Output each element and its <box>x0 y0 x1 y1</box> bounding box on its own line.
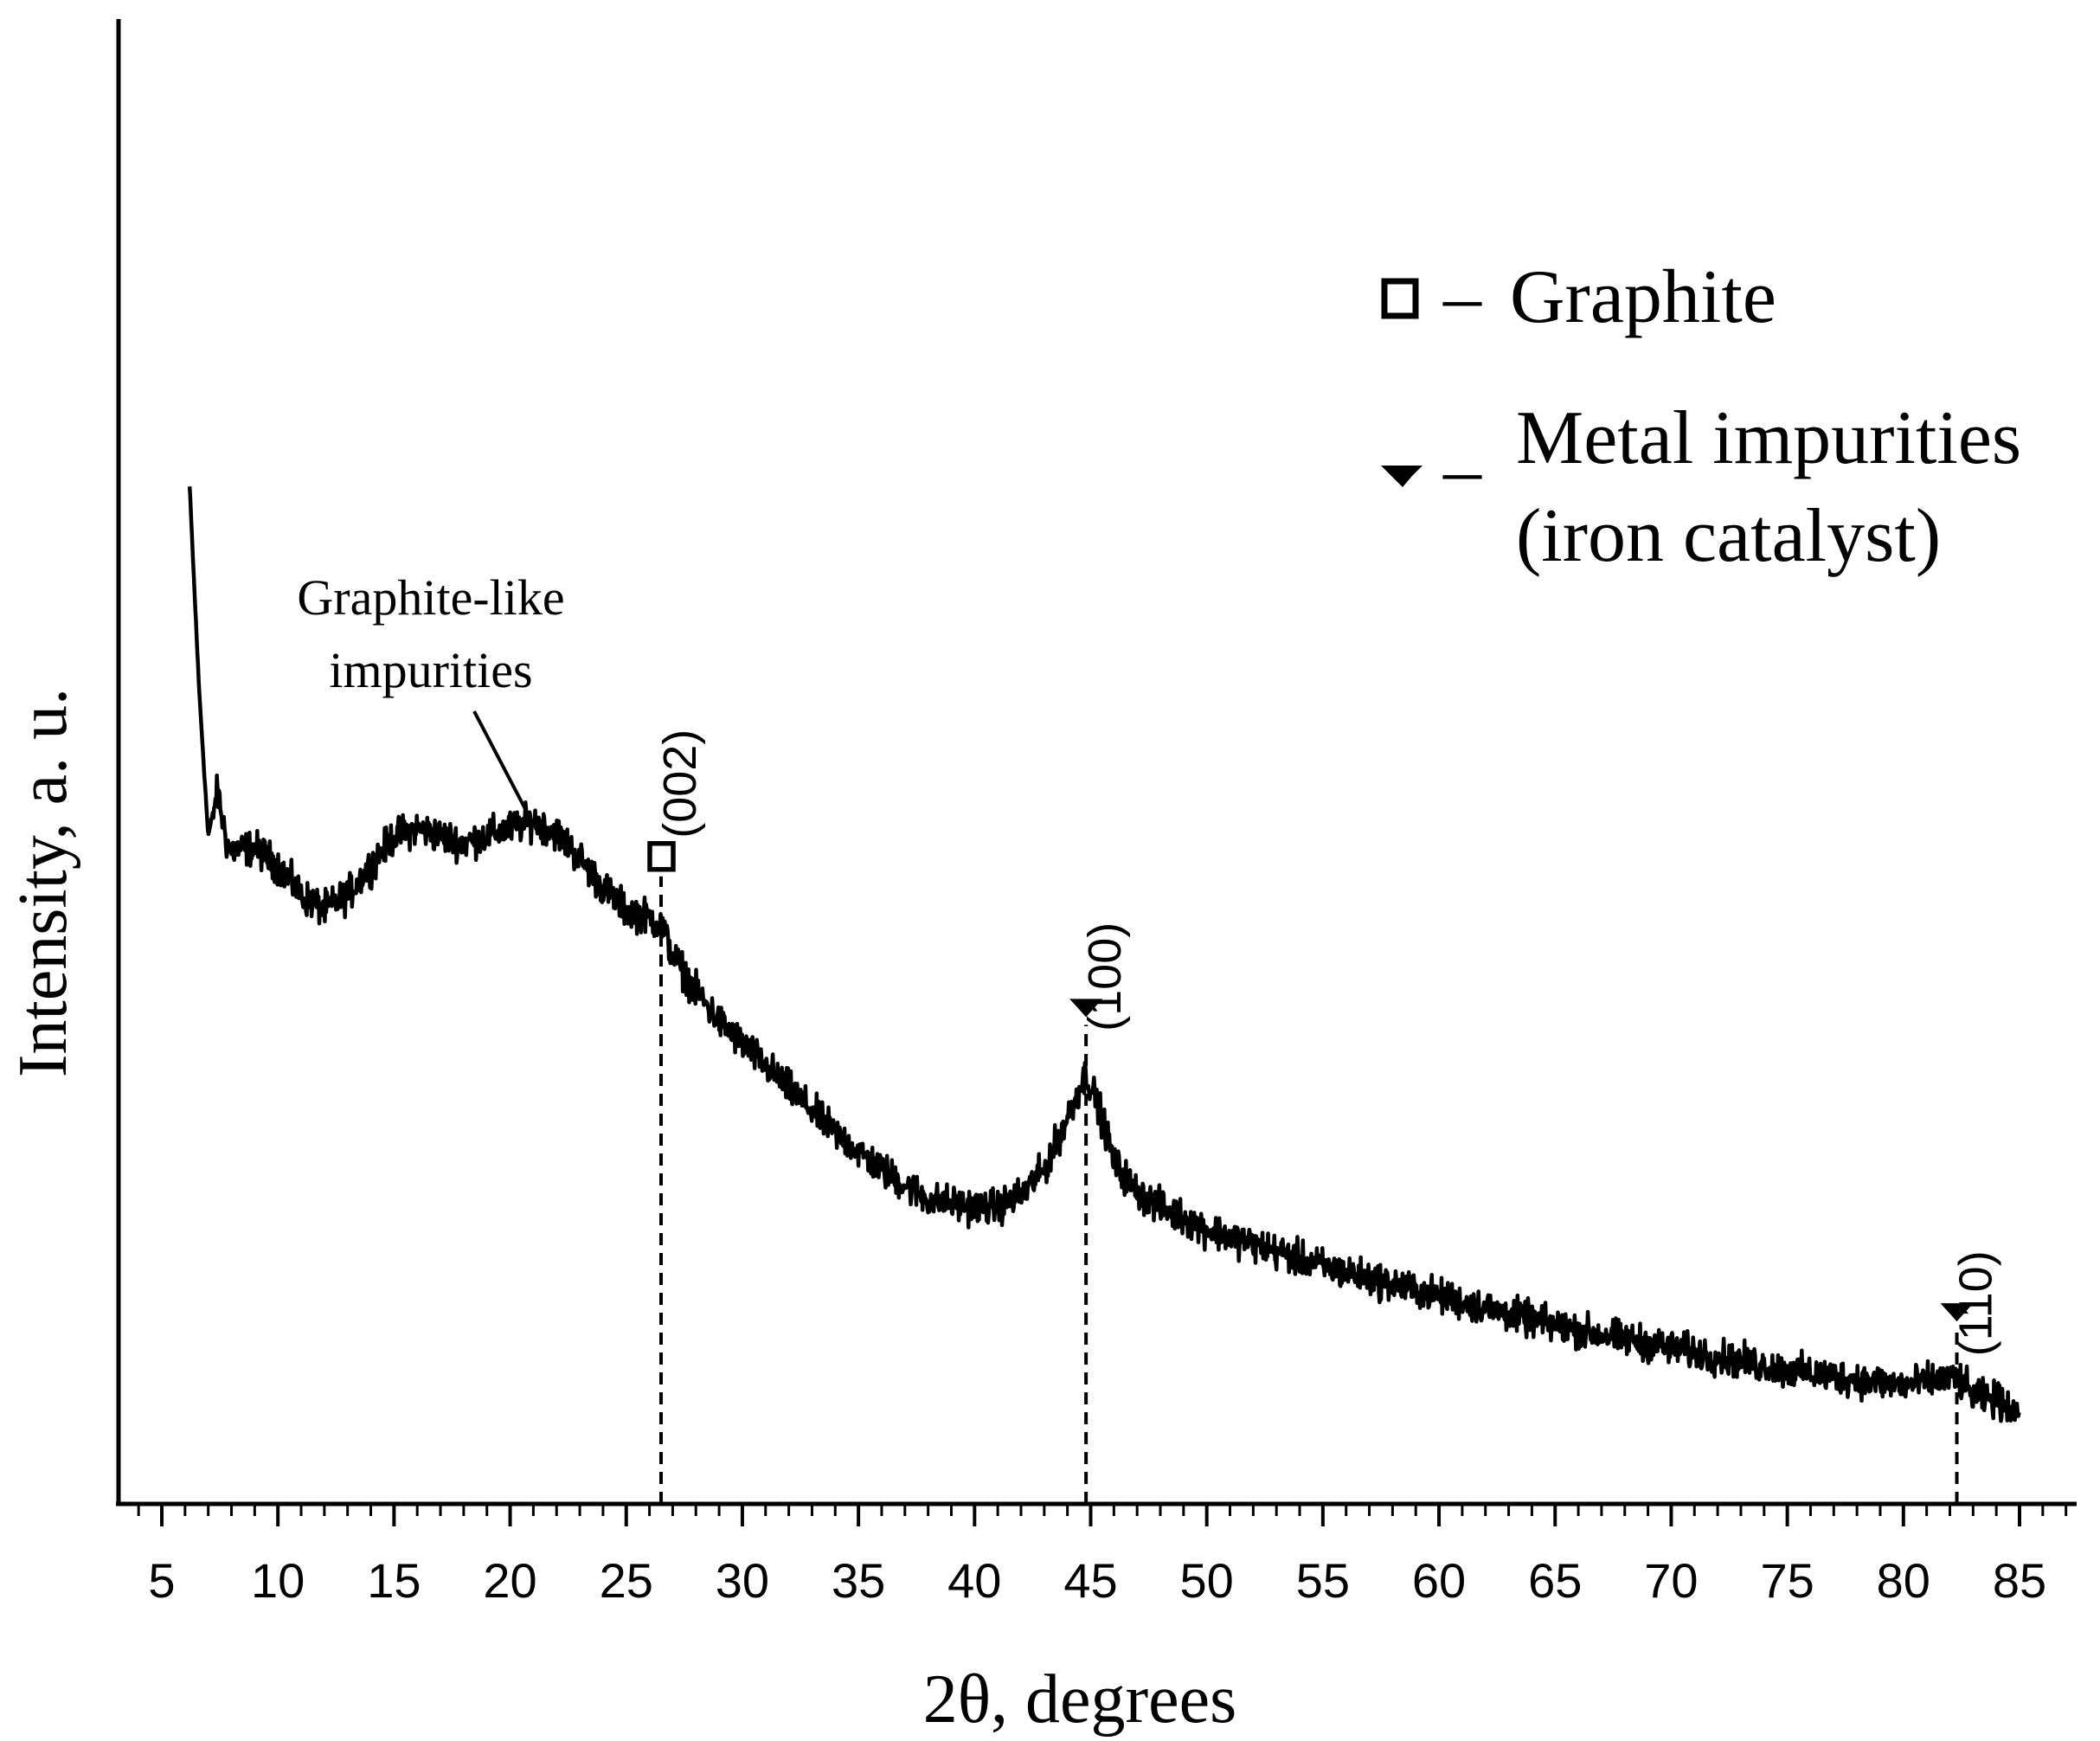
legend: – Graphite – Metal impurities (iron cata… <box>1381 255 2021 578</box>
x-tick-label-20: 20 <box>483 1553 536 1608</box>
legend-metal-dash: – <box>1442 428 1482 512</box>
x-tick-label-75: 75 <box>1760 1553 1814 1608</box>
series-layer <box>187 486 2021 1423</box>
y-axis-title: Intensity, a. u. <box>5 688 81 1077</box>
peak-label-(110): (110) <box>1950 1250 2002 1356</box>
x-tick-group: 5 10 15 20 25 30 35 40 45 50 55 60 65 70 75 80 85 <box>137 1504 2068 1608</box>
x-tick-label-40: 40 <box>947 1553 1001 1608</box>
x-tick-label-35: 35 <box>832 1553 885 1608</box>
x-tick-label-80: 80 <box>1877 1553 1930 1608</box>
x-tick-label-10: 10 <box>251 1553 305 1608</box>
metal-triangle-icon <box>1940 1303 1974 1322</box>
x-axis-title: 2θ, degrees <box>923 1661 1237 1738</box>
x-tick-label-30: 30 <box>716 1553 769 1608</box>
xrd-series-line <box>187 486 2021 1423</box>
legend-metal-label-line2: (iron catalyst) <box>1516 494 1941 578</box>
x-tick-label-15: 15 <box>367 1553 421 1608</box>
peak-label-(100): (100) <box>1079 922 1131 1031</box>
x-tick-label-70: 70 <box>1644 1553 1698 1608</box>
annotation-text-line1: Graphite-like <box>297 569 564 626</box>
legend-graphite-label: Graphite <box>1510 255 1776 339</box>
x-tick-label-5: 5 <box>148 1553 175 1608</box>
graphite-square-icon <box>647 841 676 872</box>
x-tick-label-55: 55 <box>1296 1553 1350 1608</box>
annotation-pointer-line <box>472 710 536 826</box>
legend-graphite-dash: – <box>1442 255 1482 339</box>
x-tick-label-45: 45 <box>1063 1553 1117 1608</box>
legend-graphite-square-icon <box>1381 278 1419 319</box>
metal-triangle-icon <box>1069 999 1103 1018</box>
legend-metal-label-line1: Metal impurities <box>1516 396 2021 480</box>
graphite-like-annotation: Graphite-like impurities <box>297 569 565 826</box>
x-tick-label-85: 85 <box>1993 1553 2046 1608</box>
x-tick-label-60: 60 <box>1412 1553 1466 1608</box>
x-tick-label-25: 25 <box>600 1553 653 1608</box>
peak-label-(002): (002) <box>654 729 706 838</box>
x-tick-label-50: 50 <box>1180 1553 1234 1608</box>
x-tick-label-65: 65 <box>1528 1553 1582 1608</box>
annotation-text-line2: impurities <box>329 642 532 698</box>
legend-metal-triangle-icon <box>1381 466 1422 487</box>
reference-line-group: (002) (100) (110) <box>647 729 2002 1504</box>
